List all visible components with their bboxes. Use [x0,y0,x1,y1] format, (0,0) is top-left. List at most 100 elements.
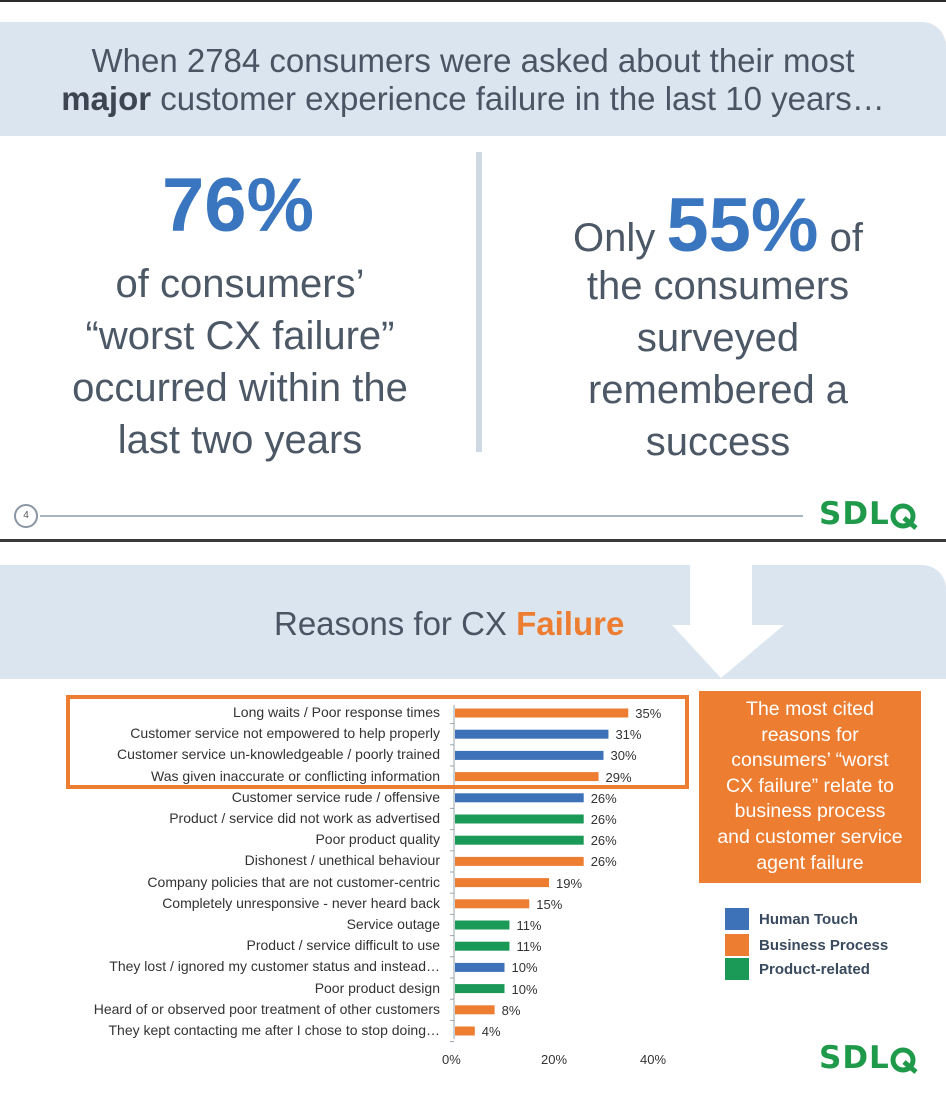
data-label: 26% [590,812,617,827]
category-label: Product / service did not work as advert… [169,810,440,826]
bar [455,1005,495,1015]
callout-box: The most cited reasons for consumers’ “w… [699,691,921,883]
callout-line: consumers’ “worst [731,749,889,772]
stat-left-line: of consumers’ [115,262,365,306]
reasons-title-highlight: Failure [516,605,625,642]
category-label: Service outage [346,916,440,932]
stat-left-line: occurred within the [72,366,408,410]
x-tick-label: 20% [541,1052,568,1067]
reasons-banner: Reasons for CX Failure [0,565,946,679]
stat-right-suffix: of [818,216,863,260]
stat-left-line: “worst CX failure” [85,314,395,358]
data-label: 26% [590,833,617,849]
callout-line: agent failure [756,851,864,874]
legend-label: Product-related [759,961,870,978]
category-label: Company policies that are not customer-c… [147,873,440,890]
category-label: Poor product quality [315,831,440,848]
footer-rule [40,515,803,517]
stat-left-number: 76% [162,163,315,248]
data-label: 4% [481,1024,501,1039]
legend-label: Business Process [759,937,889,954]
data-label: 10% [511,981,538,997]
data-label: 19% [556,875,583,891]
reasons-title-plain: Reasons for CX [274,605,517,642]
data-label: 8% [501,1002,521,1018]
bar [455,835,584,845]
bar [455,708,629,718]
x-tick-label: 40% [640,1052,667,1067]
category-label: Completely unresponsive - never heard ba… [162,894,440,911]
sdl-logo-bottom: SDL [819,1040,918,1076]
data-label: 31% [615,727,642,743]
banner-line-1: When 2784 consumers were asked about the… [91,42,855,79]
category-label: Customer service not empowered to help p… [130,725,440,742]
category-label: Poor product design [314,979,440,996]
stat-right-line: remembered a [587,368,849,412]
data-label: 35% [635,706,662,721]
category-label: Product / service difficult to use [246,937,441,954]
top-reasons-highlight [66,695,689,789]
data-label: 11% [516,918,542,933]
stat-left-text: of consumers’ “worst CX failure” occurre… [40,258,440,466]
logo-text: SDL [819,1040,890,1076]
banner-bold-word: major [61,80,152,117]
banner-line-2-rest: customer experience failure in the last … [151,80,885,117]
stat-right-line: the consumers [586,264,850,308]
bar [455,750,604,760]
bar [455,856,584,866]
slide-separator [0,539,946,542]
bar [455,772,599,782]
category-label: Customer service rude / offensive [231,788,440,805]
stat-right-prefix: Only [573,216,667,260]
data-label: 15% [536,896,563,912]
data-label: 26% [590,790,617,806]
legend-swatch [725,908,749,930]
category-label: They kept contacting me after I chose to… [108,1022,440,1038]
bar [455,793,584,803]
category-label: Was given inaccurate or conflicting info… [151,767,440,784]
category-label: Dishonest / unethical behaviour [244,852,440,869]
top-banner: When 2784 consumers were asked about the… [0,22,946,136]
vertical-divider [476,152,482,452]
callout-line: The most cited [746,698,874,720]
bar [455,814,584,824]
data-label: 30% [610,748,637,764]
x-tick-label: 0% [442,1052,461,1067]
bar [455,899,530,909]
stat-right-headline: Only 55% of [518,188,918,268]
data-label: 10% [511,960,538,976]
callout-line: business process [734,800,886,823]
logo-mark-icon [890,1047,918,1074]
category-label: Long waits / Poor response times [233,704,440,720]
stat-right-text: the consumers surveyed remembered a succ… [518,260,918,468]
callout-line: CX failure” relate to [726,774,894,797]
logo-text: SDL [819,496,890,532]
bar [455,984,505,994]
bar [455,941,510,951]
logo-mark-icon [890,503,918,530]
legend-swatch [725,934,749,956]
stat-right-line: surveyed [636,316,800,360]
legend-swatch [725,958,749,980]
callout-line: and customer service [717,825,903,848]
data-label: 11% [516,939,542,955]
sdl-logo: SDL [819,496,918,532]
callout-line: reasons for [761,723,859,746]
reasons-title: Reasons for CX Failure [274,605,624,643]
bar [455,878,550,888]
bar [455,920,510,930]
bar [455,962,505,972]
data-label: 26% [590,854,617,870]
stat-right-number: 55% [666,183,819,268]
slide-number: 4 [14,504,38,528]
category-label: Customer service un-knowledgeable / poor… [117,746,440,763]
top-border [0,0,946,2]
category-label: Heard of or observed poor treatment of o… [93,1000,440,1017]
bar [455,729,609,739]
legend-label: Human Touch [759,911,858,928]
banner-line-2: major customer experience failure in the… [0,80,946,118]
stat-right-line: success [645,420,791,464]
data-label: 29% [605,769,632,785]
bar [455,1026,475,1036]
